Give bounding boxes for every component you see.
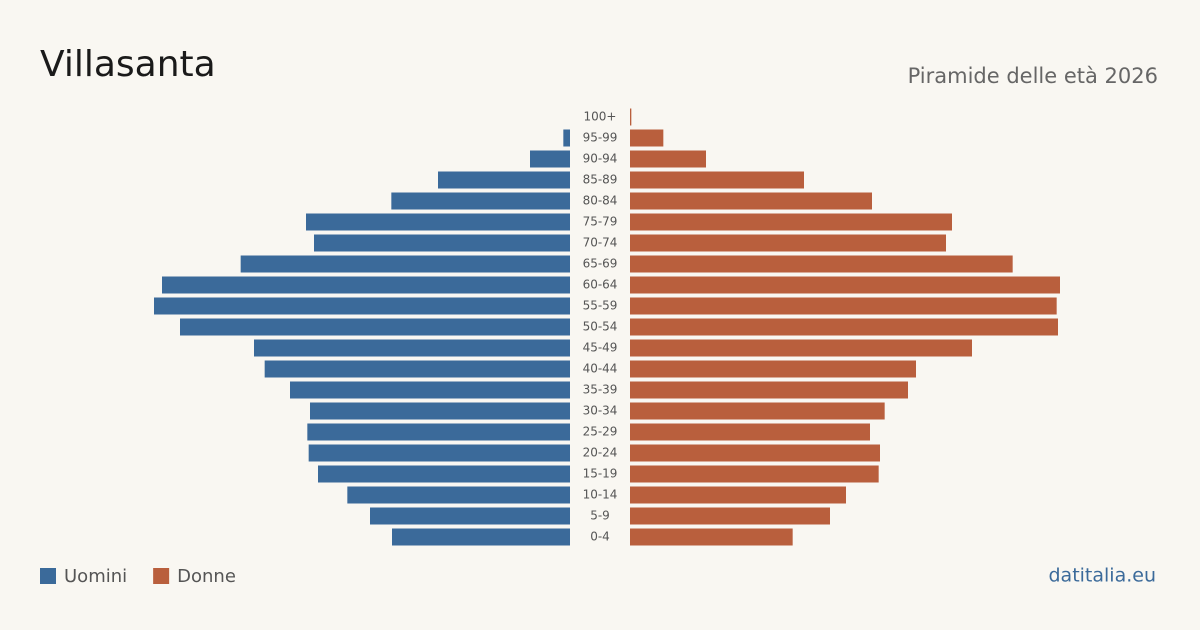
bar xyxy=(370,507,570,525)
category-label: 10-14 xyxy=(583,488,618,502)
bar xyxy=(630,150,706,168)
bar xyxy=(630,402,885,420)
category-label: 30-34 xyxy=(583,404,618,418)
category-label: 100+ xyxy=(584,110,617,124)
bar xyxy=(630,339,972,357)
bar xyxy=(290,381,570,399)
chart-title: Villasanta xyxy=(40,44,216,85)
legend-label: Uomini xyxy=(64,566,127,587)
bar xyxy=(630,213,952,231)
bar xyxy=(630,507,830,525)
bar xyxy=(630,381,908,399)
category-label: 40-44 xyxy=(583,362,618,376)
bar xyxy=(240,255,570,273)
bar xyxy=(347,486,570,504)
bar xyxy=(630,360,916,378)
bar xyxy=(563,129,570,147)
bar xyxy=(630,318,1058,336)
category-label: 15-19 xyxy=(583,467,618,481)
bar xyxy=(438,171,570,189)
category-label: 90-94 xyxy=(583,152,618,166)
category-label: 55-59 xyxy=(583,299,618,313)
bar xyxy=(314,234,570,252)
bar xyxy=(254,339,570,357)
category-label: 70-74 xyxy=(583,236,618,250)
category-label: 20-24 xyxy=(583,446,618,460)
bar xyxy=(630,297,1057,315)
bar xyxy=(630,234,946,252)
category-label: 85-89 xyxy=(583,173,618,187)
legend-swatch xyxy=(40,568,56,584)
bar xyxy=(630,486,846,504)
bar xyxy=(630,255,1013,273)
bar xyxy=(391,192,570,210)
bar xyxy=(310,402,570,420)
chart-subtitle: Piramide delle età 2026 xyxy=(908,64,1158,88)
legend-label: Donne xyxy=(177,566,236,587)
bar xyxy=(630,465,879,483)
legend-swatch xyxy=(153,568,170,584)
bar xyxy=(630,444,880,462)
bar xyxy=(306,213,570,231)
bar xyxy=(630,423,870,441)
source: datitalia.eu xyxy=(1049,565,1157,587)
category-label: 95-99 xyxy=(583,131,618,145)
bar xyxy=(530,150,570,168)
category-label: 80-84 xyxy=(583,194,618,208)
bar xyxy=(630,108,632,126)
category-label: 65-69 xyxy=(583,257,618,271)
category-label: 45-49 xyxy=(583,341,618,355)
category-label: 0-4 xyxy=(590,530,610,544)
category-label: 50-54 xyxy=(583,320,618,334)
category-label: 75-79 xyxy=(583,215,618,229)
bar xyxy=(392,528,570,546)
bar xyxy=(154,297,570,315)
bar xyxy=(630,276,1060,294)
bar xyxy=(180,318,570,336)
bar xyxy=(630,171,804,189)
category-label: 35-39 xyxy=(583,383,618,397)
bar xyxy=(630,129,664,147)
category-label: 5-9 xyxy=(590,509,610,523)
bar xyxy=(162,276,570,294)
category-label: 25-29 xyxy=(583,425,618,439)
bar xyxy=(318,465,570,483)
category-label: 60-64 xyxy=(583,278,618,292)
bar xyxy=(264,360,570,378)
bar xyxy=(308,444,570,462)
bar xyxy=(307,423,570,441)
bar xyxy=(630,528,793,546)
bar xyxy=(630,192,872,210)
